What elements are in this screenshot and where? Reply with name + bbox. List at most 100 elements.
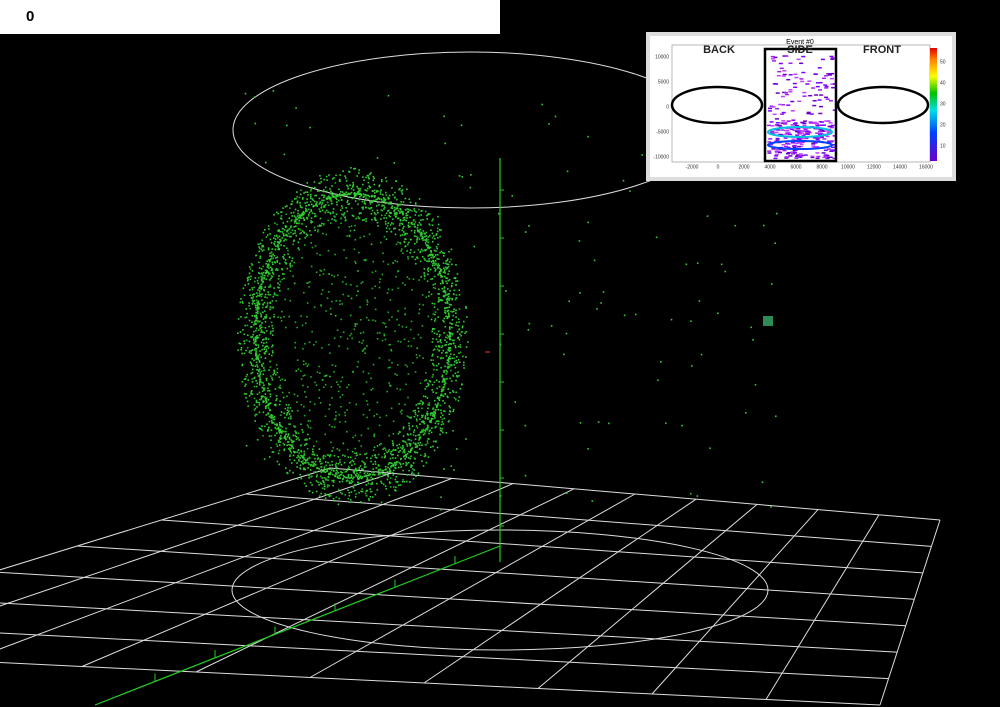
hit xyxy=(306,365,309,367)
hit xyxy=(279,438,282,440)
hit xyxy=(415,418,418,421)
hit xyxy=(265,337,267,339)
side-hit xyxy=(819,124,824,127)
hit xyxy=(248,276,250,278)
side-hit xyxy=(776,129,781,131)
hit xyxy=(363,463,366,466)
hit xyxy=(271,248,274,250)
hit xyxy=(429,414,432,416)
side-hit xyxy=(807,131,812,134)
hit xyxy=(331,202,333,205)
hit xyxy=(288,469,291,472)
hit xyxy=(294,434,297,437)
hit xyxy=(325,374,327,377)
hit xyxy=(355,452,358,455)
hit xyxy=(449,335,452,338)
hit xyxy=(383,456,386,459)
hit xyxy=(344,455,346,457)
hit xyxy=(266,306,268,308)
hit xyxy=(373,189,376,192)
hit xyxy=(422,414,424,417)
hit xyxy=(303,231,305,233)
hit xyxy=(447,265,450,268)
hit xyxy=(355,403,358,406)
hit xyxy=(425,461,428,464)
hit xyxy=(422,421,425,424)
hit xyxy=(451,297,453,300)
hit xyxy=(750,326,753,329)
hit xyxy=(409,201,412,204)
hit xyxy=(354,262,357,265)
hit xyxy=(279,280,282,283)
hit xyxy=(450,310,452,313)
hit xyxy=(261,273,264,276)
side-hit xyxy=(790,124,795,126)
hit xyxy=(298,222,301,225)
side-hit xyxy=(807,80,812,82)
hit xyxy=(264,346,266,349)
hit xyxy=(313,462,316,465)
hit xyxy=(331,469,333,471)
hit xyxy=(294,346,297,349)
hit xyxy=(274,240,276,243)
hit xyxy=(602,291,605,293)
hit xyxy=(350,332,353,335)
hit xyxy=(458,338,461,341)
hit xyxy=(411,255,413,258)
hit xyxy=(315,475,318,478)
hit xyxy=(449,391,451,394)
y-tick-label: 5000 xyxy=(658,79,669,85)
hit xyxy=(308,281,311,283)
hit xyxy=(261,306,264,309)
hit xyxy=(437,267,439,269)
hit xyxy=(390,203,392,205)
hit xyxy=(365,490,368,492)
hit xyxy=(376,337,379,340)
hit xyxy=(363,475,365,478)
hit xyxy=(450,369,452,372)
hit xyxy=(312,461,314,463)
hit xyxy=(275,234,278,237)
hit xyxy=(263,331,266,334)
hit xyxy=(254,376,256,379)
hit xyxy=(427,244,429,247)
hit xyxy=(263,342,265,344)
side-hit xyxy=(815,157,820,160)
hit xyxy=(275,443,278,445)
hit xyxy=(288,436,291,439)
hit xyxy=(441,287,444,290)
hit xyxy=(441,381,444,383)
hit xyxy=(269,366,272,368)
hit xyxy=(336,203,338,206)
hit xyxy=(417,403,420,405)
hit xyxy=(385,238,388,241)
hit xyxy=(255,319,257,322)
side-hit xyxy=(817,130,822,133)
hit xyxy=(273,415,276,418)
hit xyxy=(262,411,265,414)
hit xyxy=(411,289,413,291)
side-hit xyxy=(767,141,772,143)
hit xyxy=(416,239,418,241)
hit xyxy=(267,429,269,431)
hit xyxy=(403,450,405,453)
hit xyxy=(304,468,307,471)
hit xyxy=(274,388,277,390)
hit xyxy=(408,416,410,418)
hit xyxy=(407,450,410,453)
hit xyxy=(396,212,398,214)
hit xyxy=(420,414,423,417)
hit xyxy=(435,364,438,367)
hit xyxy=(264,352,266,355)
hit xyxy=(293,215,296,217)
hit xyxy=(388,481,391,483)
hit xyxy=(435,338,438,341)
hit xyxy=(430,318,433,321)
hit xyxy=(428,254,430,257)
hit xyxy=(307,461,309,464)
hit xyxy=(388,470,391,473)
hit xyxy=(441,280,444,283)
hit xyxy=(309,420,312,422)
hit xyxy=(369,201,372,204)
hit xyxy=(452,389,454,392)
